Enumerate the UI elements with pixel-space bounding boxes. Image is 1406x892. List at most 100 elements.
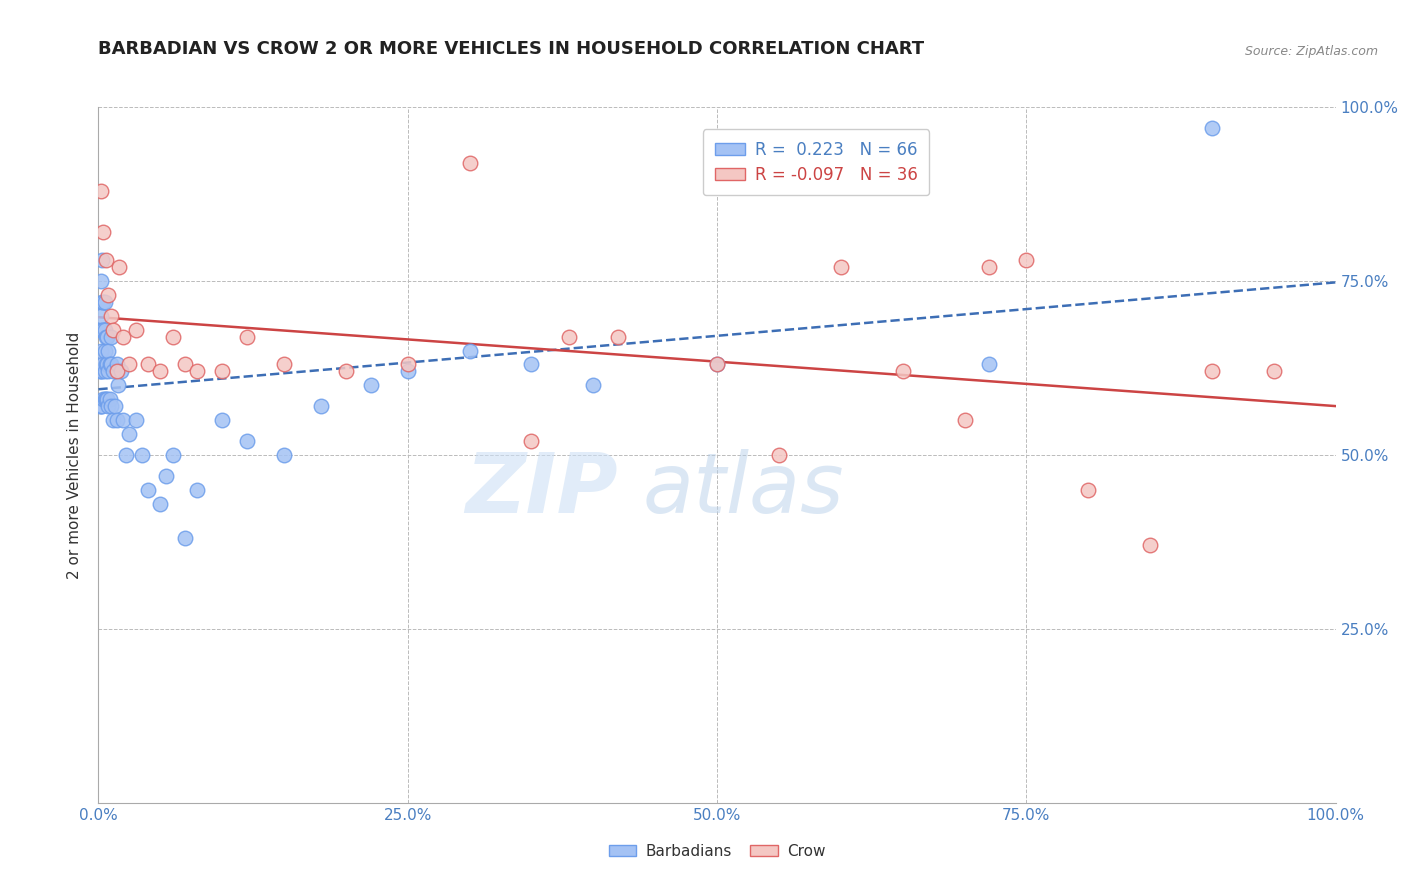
Point xyxy=(149,364,172,378)
Point xyxy=(979,260,1001,274)
Point xyxy=(186,364,208,378)
Point xyxy=(94,329,117,343)
Point xyxy=(91,294,114,309)
Point xyxy=(91,253,114,268)
Point xyxy=(100,309,122,323)
Text: Source: ZipAtlas.com: Source: ZipAtlas.com xyxy=(1244,45,1378,58)
Point xyxy=(211,413,233,427)
Point xyxy=(706,358,728,372)
Point xyxy=(90,399,112,413)
Point xyxy=(103,399,125,413)
Point xyxy=(90,309,112,323)
Point xyxy=(953,413,976,427)
Point xyxy=(830,260,852,274)
Point xyxy=(93,392,115,407)
Point xyxy=(90,343,112,358)
Point xyxy=(458,343,481,358)
Point xyxy=(91,364,114,378)
Point xyxy=(1201,364,1223,378)
Point xyxy=(458,155,481,169)
Point xyxy=(124,323,146,337)
Point xyxy=(96,358,118,372)
Point xyxy=(114,448,136,462)
Point xyxy=(94,358,117,372)
Point xyxy=(979,358,1001,372)
Point xyxy=(155,468,177,483)
Point xyxy=(103,413,125,427)
Point xyxy=(97,343,120,358)
Text: BARBADIAN VS CROW 2 OR MORE VEHICLES IN HOUSEHOLD CORRELATION CHART: BARBADIAN VS CROW 2 OR MORE VEHICLES IN … xyxy=(98,40,925,58)
Point xyxy=(93,323,115,337)
Point xyxy=(118,427,141,442)
Point xyxy=(110,364,132,378)
Point xyxy=(93,364,115,378)
Point xyxy=(89,323,111,337)
Point xyxy=(124,413,146,427)
Point xyxy=(100,399,122,413)
Point xyxy=(136,358,159,372)
Point xyxy=(1077,483,1099,497)
Point xyxy=(582,378,605,392)
Point xyxy=(360,378,382,392)
Point xyxy=(93,225,115,239)
Point xyxy=(98,392,121,407)
Point xyxy=(93,323,115,337)
Point xyxy=(174,358,197,372)
Point xyxy=(136,483,159,497)
Y-axis label: 2 or more Vehicles in Household: 2 or more Vehicles in Household xyxy=(67,331,83,579)
Point xyxy=(93,294,115,309)
Point xyxy=(186,483,208,497)
Point xyxy=(162,448,184,462)
Point xyxy=(107,378,129,392)
Point xyxy=(1201,120,1223,135)
Point xyxy=(103,364,125,378)
Point xyxy=(90,184,112,198)
Point xyxy=(335,364,357,378)
Point xyxy=(103,323,125,337)
Point xyxy=(91,323,114,337)
Legend: Barbadians, Crow: Barbadians, Crow xyxy=(603,838,831,864)
Point xyxy=(105,364,128,378)
Point xyxy=(94,392,117,407)
Point xyxy=(211,364,233,378)
Point xyxy=(91,399,114,413)
Point xyxy=(768,448,790,462)
Point xyxy=(309,399,332,413)
Point xyxy=(236,434,259,448)
Point xyxy=(396,358,419,372)
Point xyxy=(105,413,128,427)
Point xyxy=(108,260,131,274)
Point xyxy=(520,358,543,372)
Point xyxy=(273,448,295,462)
Point xyxy=(1015,253,1038,268)
Point xyxy=(162,329,184,343)
Point xyxy=(97,288,120,302)
Point xyxy=(1263,364,1285,378)
Point xyxy=(97,364,120,378)
Point xyxy=(97,399,120,413)
Point xyxy=(89,364,111,378)
Point xyxy=(93,358,115,372)
Point xyxy=(273,358,295,372)
Point xyxy=(396,364,419,378)
Point xyxy=(118,358,141,372)
Point xyxy=(96,392,118,407)
Point xyxy=(149,497,172,511)
Point xyxy=(607,329,630,343)
Point xyxy=(112,329,135,343)
Point xyxy=(93,343,115,358)
Point xyxy=(98,358,121,372)
Point xyxy=(96,329,118,343)
Text: ZIP: ZIP xyxy=(465,450,619,530)
Point xyxy=(90,274,112,288)
Point xyxy=(105,358,128,372)
Point xyxy=(520,434,543,448)
Point xyxy=(891,364,914,378)
Point xyxy=(236,329,259,343)
Point xyxy=(1139,538,1161,552)
Point xyxy=(93,294,115,309)
Point xyxy=(131,448,153,462)
Point xyxy=(557,329,579,343)
Point xyxy=(93,392,115,407)
Point xyxy=(100,329,122,343)
